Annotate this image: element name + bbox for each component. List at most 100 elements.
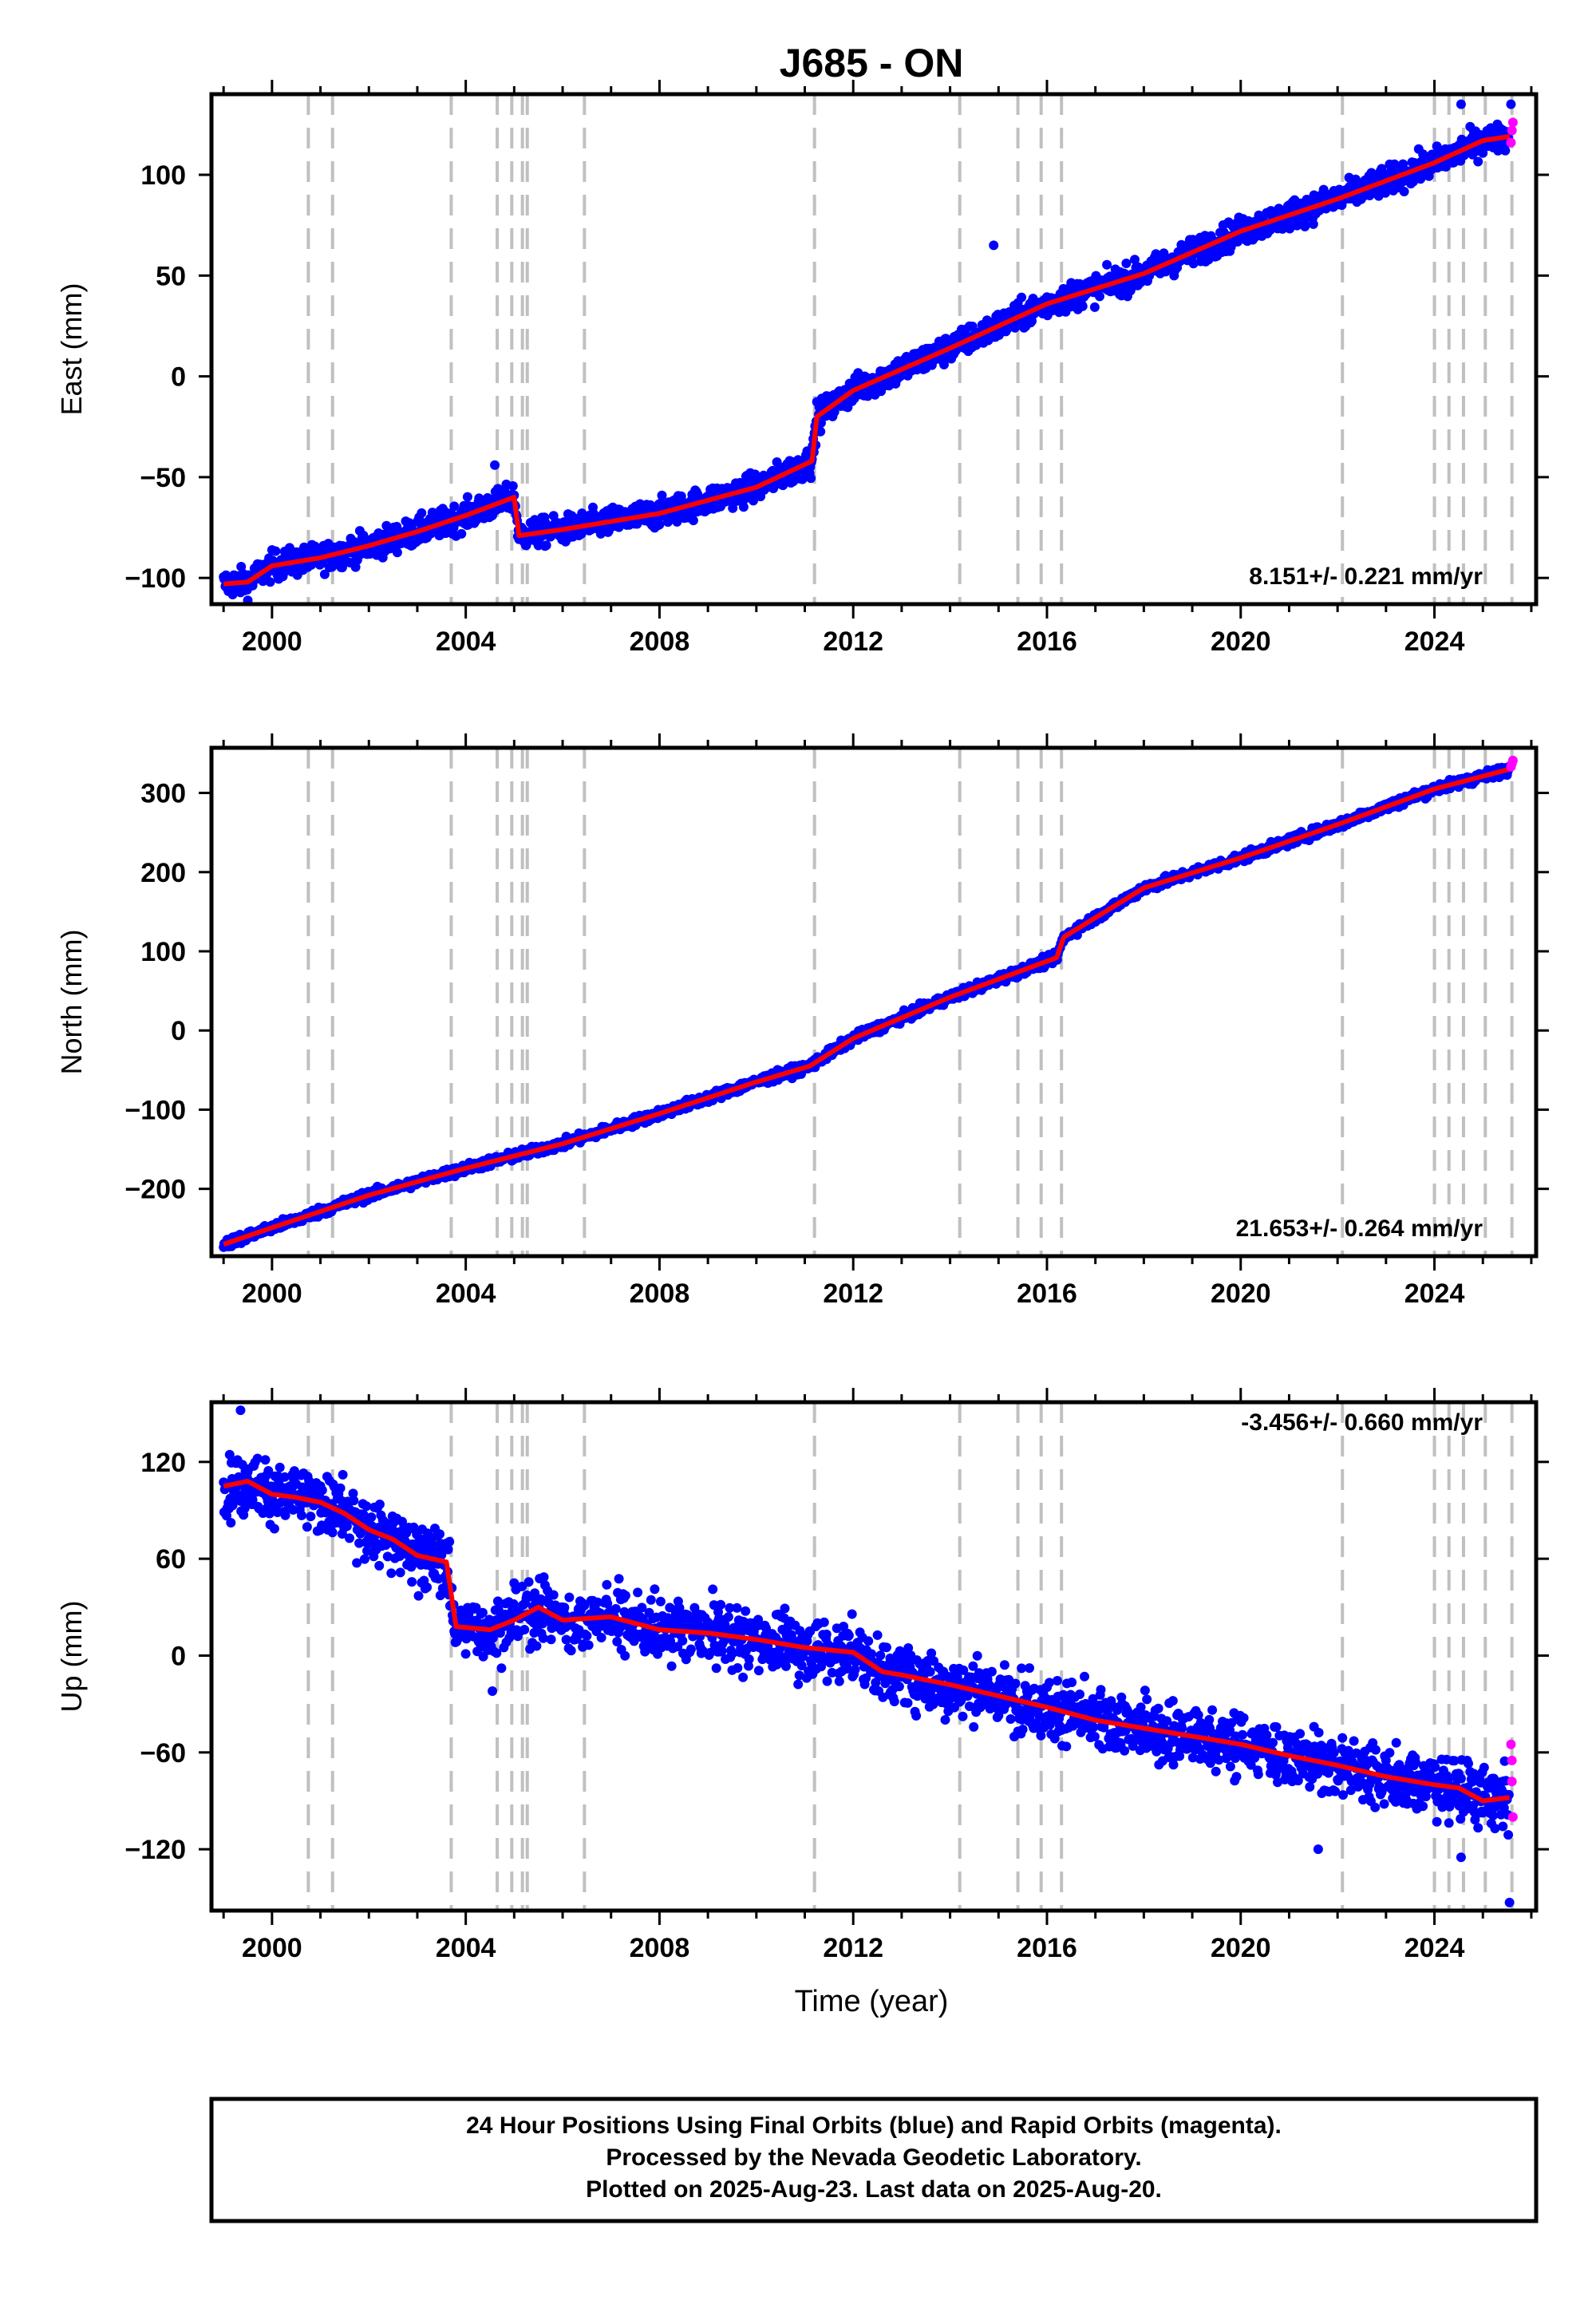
plot-frame bbox=[209, 745, 1539, 1259]
data-point bbox=[1121, 259, 1132, 268]
data-point bbox=[269, 1524, 279, 1534]
data-point bbox=[1017, 292, 1027, 302]
rapid-point bbox=[1507, 117, 1518, 128]
x-tick-label: 2024 bbox=[1404, 626, 1465, 657]
data-point bbox=[359, 1554, 369, 1564]
data-point bbox=[1089, 302, 1100, 312]
data-point bbox=[1399, 187, 1409, 196]
data-point bbox=[275, 1462, 285, 1472]
y-tick-label: 0 bbox=[171, 1016, 186, 1046]
plot-frame bbox=[209, 92, 1539, 607]
data-point bbox=[345, 1533, 354, 1543]
outlier-point bbox=[989, 240, 999, 251]
data-point bbox=[435, 1529, 444, 1539]
data-point bbox=[688, 516, 698, 526]
data-point bbox=[306, 1512, 316, 1522]
data-point bbox=[1095, 291, 1104, 302]
model-line bbox=[223, 766, 1511, 1247]
y-tick-label: 100 bbox=[140, 937, 186, 967]
x-tick-label: 2004 bbox=[436, 1279, 496, 1309]
data-point bbox=[366, 1512, 377, 1523]
data-point bbox=[417, 508, 427, 518]
rapid-point bbox=[1507, 125, 1517, 136]
chart-title: J685 - ON bbox=[780, 41, 964, 85]
data-point bbox=[335, 1483, 346, 1493]
data-point bbox=[541, 540, 551, 551]
data-point bbox=[247, 1495, 258, 1505]
data-point bbox=[362, 1546, 372, 1556]
data-point bbox=[508, 481, 518, 491]
event-lines bbox=[306, 94, 1514, 604]
y-tick-label: −50 bbox=[140, 463, 186, 493]
data-point bbox=[449, 501, 460, 512]
data-point bbox=[654, 520, 665, 530]
data-point bbox=[1102, 259, 1112, 270]
data-point bbox=[517, 1581, 527, 1591]
data-point bbox=[443, 1544, 453, 1555]
x-tick-label: 2020 bbox=[1211, 626, 1271, 657]
y-tick-label: 50 bbox=[156, 261, 186, 291]
data-point bbox=[271, 546, 281, 556]
data-point bbox=[317, 1485, 327, 1496]
x-tick-label: 2012 bbox=[823, 626, 883, 657]
data-point bbox=[427, 1539, 437, 1549]
data-point bbox=[657, 490, 667, 500]
x-tick-label: 2008 bbox=[630, 1279, 690, 1309]
data-point bbox=[444, 1536, 455, 1547]
x-tick-label: 2008 bbox=[630, 626, 690, 657]
data-point bbox=[227, 1500, 238, 1511]
data-point bbox=[477, 1607, 488, 1618]
data-point bbox=[264, 1508, 275, 1519]
data-point bbox=[1381, 188, 1391, 198]
data-point bbox=[302, 1522, 312, 1532]
outlier-point bbox=[1456, 99, 1466, 109]
data-point bbox=[279, 1472, 290, 1482]
x-tick-label: 2004 bbox=[436, 626, 496, 657]
data-point bbox=[1077, 301, 1088, 311]
data-point bbox=[492, 1596, 503, 1607]
data-point bbox=[1300, 221, 1310, 231]
data-point bbox=[728, 503, 738, 513]
x-axis: 2000 2004 2008 2012 2016 2020 2024 bbox=[222, 80, 1533, 657]
y-tick-label: 200 bbox=[140, 858, 186, 888]
data-point bbox=[382, 1551, 393, 1562]
data-point bbox=[226, 1518, 236, 1528]
data-point bbox=[297, 1510, 306, 1520]
data-point bbox=[260, 1455, 271, 1465]
x-tick-label: 2012 bbox=[823, 1279, 883, 1309]
rapid-point bbox=[1507, 755, 1518, 765]
data-point bbox=[415, 1534, 425, 1544]
x-tick-label: 2000 bbox=[242, 626, 302, 657]
data-point bbox=[319, 569, 330, 579]
data-point bbox=[392, 547, 402, 558]
data-point bbox=[1500, 145, 1511, 156]
y-tick-label: 0 bbox=[171, 362, 186, 393]
data-point bbox=[288, 1504, 298, 1515]
rapid-orbit-points bbox=[1506, 755, 1518, 772]
data-point bbox=[1285, 223, 1295, 234]
data-point bbox=[263, 1466, 274, 1476]
data-point bbox=[806, 473, 816, 484]
data-point bbox=[1432, 141, 1442, 152]
data-point bbox=[1130, 255, 1140, 265]
data-point bbox=[348, 1488, 358, 1499]
data-point bbox=[265, 577, 275, 587]
x-tick-label: 2000 bbox=[242, 1279, 302, 1309]
data-point bbox=[361, 1501, 372, 1512]
data-point bbox=[1188, 259, 1199, 269]
rapid-point bbox=[1506, 137, 1516, 148]
data-point bbox=[460, 1649, 471, 1659]
data-point bbox=[407, 1577, 417, 1587]
data-point bbox=[548, 511, 559, 521]
data-point bbox=[492, 1648, 502, 1658]
outlier-point bbox=[1506, 99, 1516, 109]
data-point bbox=[519, 1625, 530, 1634]
data-point bbox=[433, 1574, 444, 1584]
data-point bbox=[413, 1591, 424, 1601]
